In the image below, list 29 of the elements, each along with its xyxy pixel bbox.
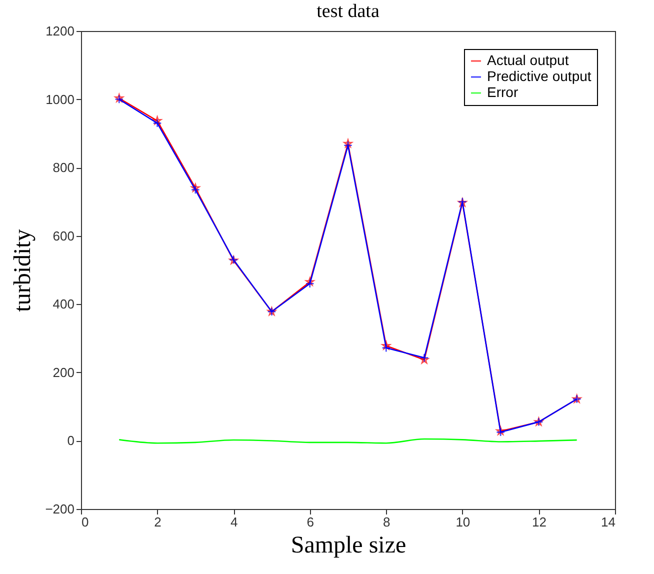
x-tick-label: 0 xyxy=(82,514,89,530)
y-tick-label: −200 xyxy=(45,502,74,516)
point xyxy=(190,185,200,194)
point xyxy=(305,279,314,288)
x-tick-label: 6 xyxy=(306,514,314,530)
legend-label: Actual output xyxy=(487,52,569,68)
chart-title: test data xyxy=(316,1,380,22)
y-tick-label: 800 xyxy=(52,160,74,176)
x-tick-label: 10 xyxy=(456,514,470,530)
y-tick-label: 0 xyxy=(67,433,74,448)
point xyxy=(343,140,353,150)
x-tick-label: 4 xyxy=(230,514,238,530)
x-tick-label: 12 xyxy=(532,514,546,530)
y-tick-label: 1200 xyxy=(46,24,74,38)
y-tick-label: 400 xyxy=(52,296,74,312)
y-tick-label: 600 xyxy=(52,228,74,244)
x-axis-title: Sample size xyxy=(290,532,406,558)
x-tick-label: 2 xyxy=(154,514,162,530)
y-tick-label: 200 xyxy=(52,364,74,380)
point xyxy=(152,118,162,128)
x-tick-label: 8 xyxy=(383,514,390,530)
legend-label: Error xyxy=(487,84,518,100)
point xyxy=(382,343,391,352)
y-tick-label: 1000 xyxy=(46,92,74,107)
x-tick-label: 14 xyxy=(601,514,616,530)
y-axis-title: turbidity xyxy=(10,229,36,312)
point xyxy=(420,353,429,362)
legend-label: Predictive output xyxy=(487,68,592,84)
point xyxy=(496,428,506,437)
